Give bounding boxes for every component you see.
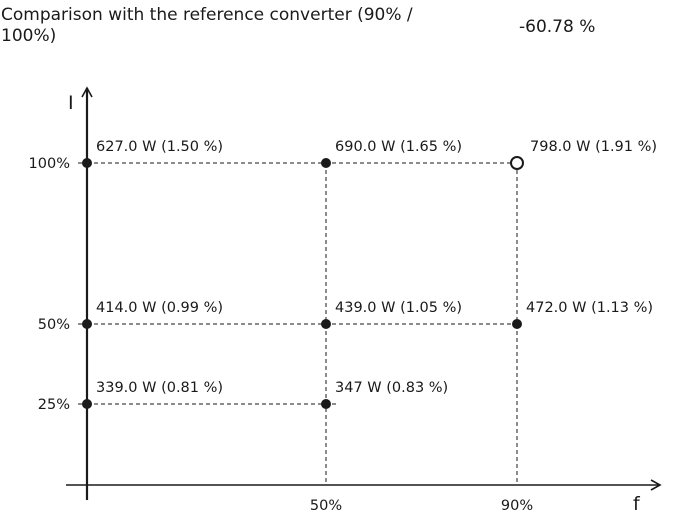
point-label: 627.0 W (1.50 %) [96, 139, 223, 155]
point-label: 798.0 W (1.91 %) [530, 139, 657, 155]
point-marker [82, 319, 92, 329]
x-tick-label: 90% [501, 498, 533, 514]
comparison-label: Comparison with the reference converter … [1, 5, 413, 46]
tick-labels: 100% 50% 25% 50% 90% [29, 156, 534, 514]
point-marker [82, 399, 92, 409]
point-label: 690.0 W (1.65 %) [335, 139, 462, 155]
point-label: 347 W (0.83 %) [335, 380, 448, 396]
x-axis-name: f [633, 493, 641, 515]
guide-lines [87, 162, 518, 485]
point-label: 339.0 W (0.81 %) [96, 380, 223, 396]
y-tick-label: 100% [29, 156, 70, 172]
point-marker [321, 319, 331, 329]
operating-points: 627.0 W (1.50 %) 690.0 W (1.65 %) 798.0 W … [82, 139, 657, 409]
point-label: 439.0 W (1.05 %) [335, 300, 462, 316]
comparison-value: -60.78 % [519, 17, 596, 37]
point-label: 414.0 W (0.99 %) [96, 300, 223, 316]
point-marker [82, 158, 92, 168]
reference-point-marker [510, 156, 524, 170]
point-marker [321, 158, 331, 168]
x-tick-label: 50% [310, 498, 342, 514]
point-marker [512, 319, 522, 329]
point-marker [321, 399, 331, 409]
comparison-row: Comparison with the reference converter … [0, 0, 674, 60]
point-label: 472.0 W (1.13 %) [526, 300, 653, 316]
y-tick-label: 50% [38, 317, 70, 333]
y-axis-name: I [68, 92, 74, 114]
y-tick-label: 25% [38, 397, 70, 413]
